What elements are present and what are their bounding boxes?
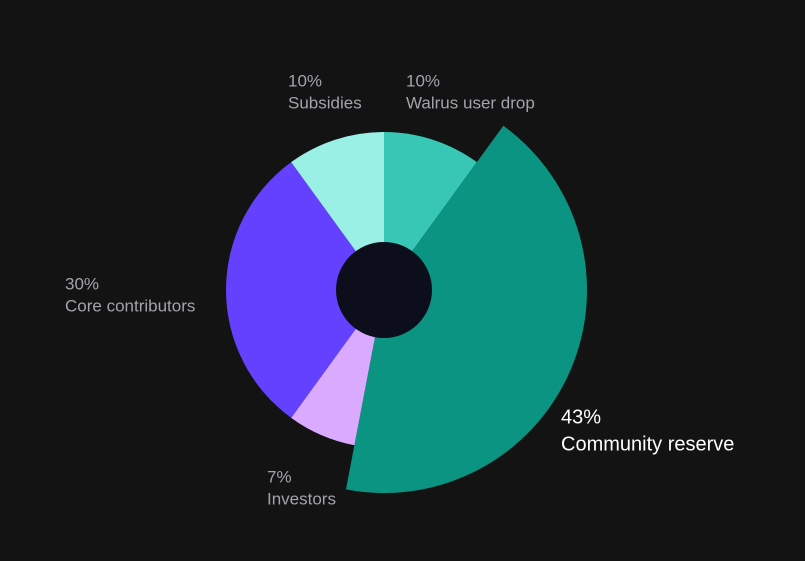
slice-value-label: 30% (65, 274, 99, 293)
slice-value-label: 10% (406, 71, 440, 90)
slice-value-label: 7% (267, 467, 292, 486)
slice-value-label: 43% (561, 406, 601, 428)
slice-value-label: 10% (288, 71, 322, 90)
slice-name-label: Investors (267, 489, 336, 508)
pie-slice (345, 125, 587, 494)
slice-name-label: Core contributors (65, 296, 195, 315)
slice-name-label: Community reserve (561, 433, 734, 455)
slice-name-label: Subsidies (288, 93, 362, 112)
slice-name-label: Walrus user drop (406, 93, 535, 112)
pie-slice (226, 162, 384, 418)
donut-hole (336, 242, 432, 338)
